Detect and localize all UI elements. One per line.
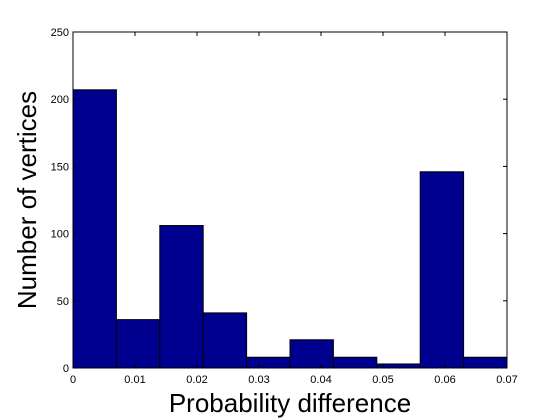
plot-frame xyxy=(72,31,508,369)
y-ticks-group: 0 50 100 150 200 250 xyxy=(51,27,507,375)
x-tick-label-1: 0.01 xyxy=(124,374,145,386)
x-tick-label-2: 0.02 xyxy=(186,374,207,386)
y-tick-label-4: 200 xyxy=(51,94,69,106)
y-tick-label-5: 250 xyxy=(51,27,69,39)
histogram-bar-3 xyxy=(202,312,248,369)
x-axis-title: Probability difference xyxy=(169,388,411,418)
histogram-bar-6 xyxy=(332,356,378,369)
histogram-bar-0 xyxy=(72,89,117,369)
histogram-bar-8 xyxy=(419,171,465,369)
x-ticks-group: 0 0.01 0.02 0.03 0.04 0.05 0.06 0.07 xyxy=(70,32,518,386)
histogram-bar-4 xyxy=(246,356,291,369)
histogram-bar-2 xyxy=(159,225,204,369)
x-tick-label-6: 0.06 xyxy=(434,374,455,386)
histogram-bar-9 xyxy=(463,356,508,369)
histogram-bar-5 xyxy=(289,339,334,369)
x-tick-label-7: 0.07 xyxy=(496,374,517,386)
y-tick-label-1: 50 xyxy=(57,296,69,308)
x-tick-label-5: 0.05 xyxy=(372,374,393,386)
x-tick-label-3: 0.03 xyxy=(248,374,269,386)
y-axis-title: Number of vertices xyxy=(12,91,42,309)
y-tick-label-2: 100 xyxy=(51,229,69,241)
histogram-bar-1 xyxy=(115,319,161,369)
y-tick-label-0: 0 xyxy=(63,363,69,375)
x-tick-label-0: 0 xyxy=(70,374,76,386)
x-tick-label-4: 0.04 xyxy=(310,374,331,386)
y-tick-label-3: 150 xyxy=(51,161,69,173)
bars-group xyxy=(72,89,508,369)
